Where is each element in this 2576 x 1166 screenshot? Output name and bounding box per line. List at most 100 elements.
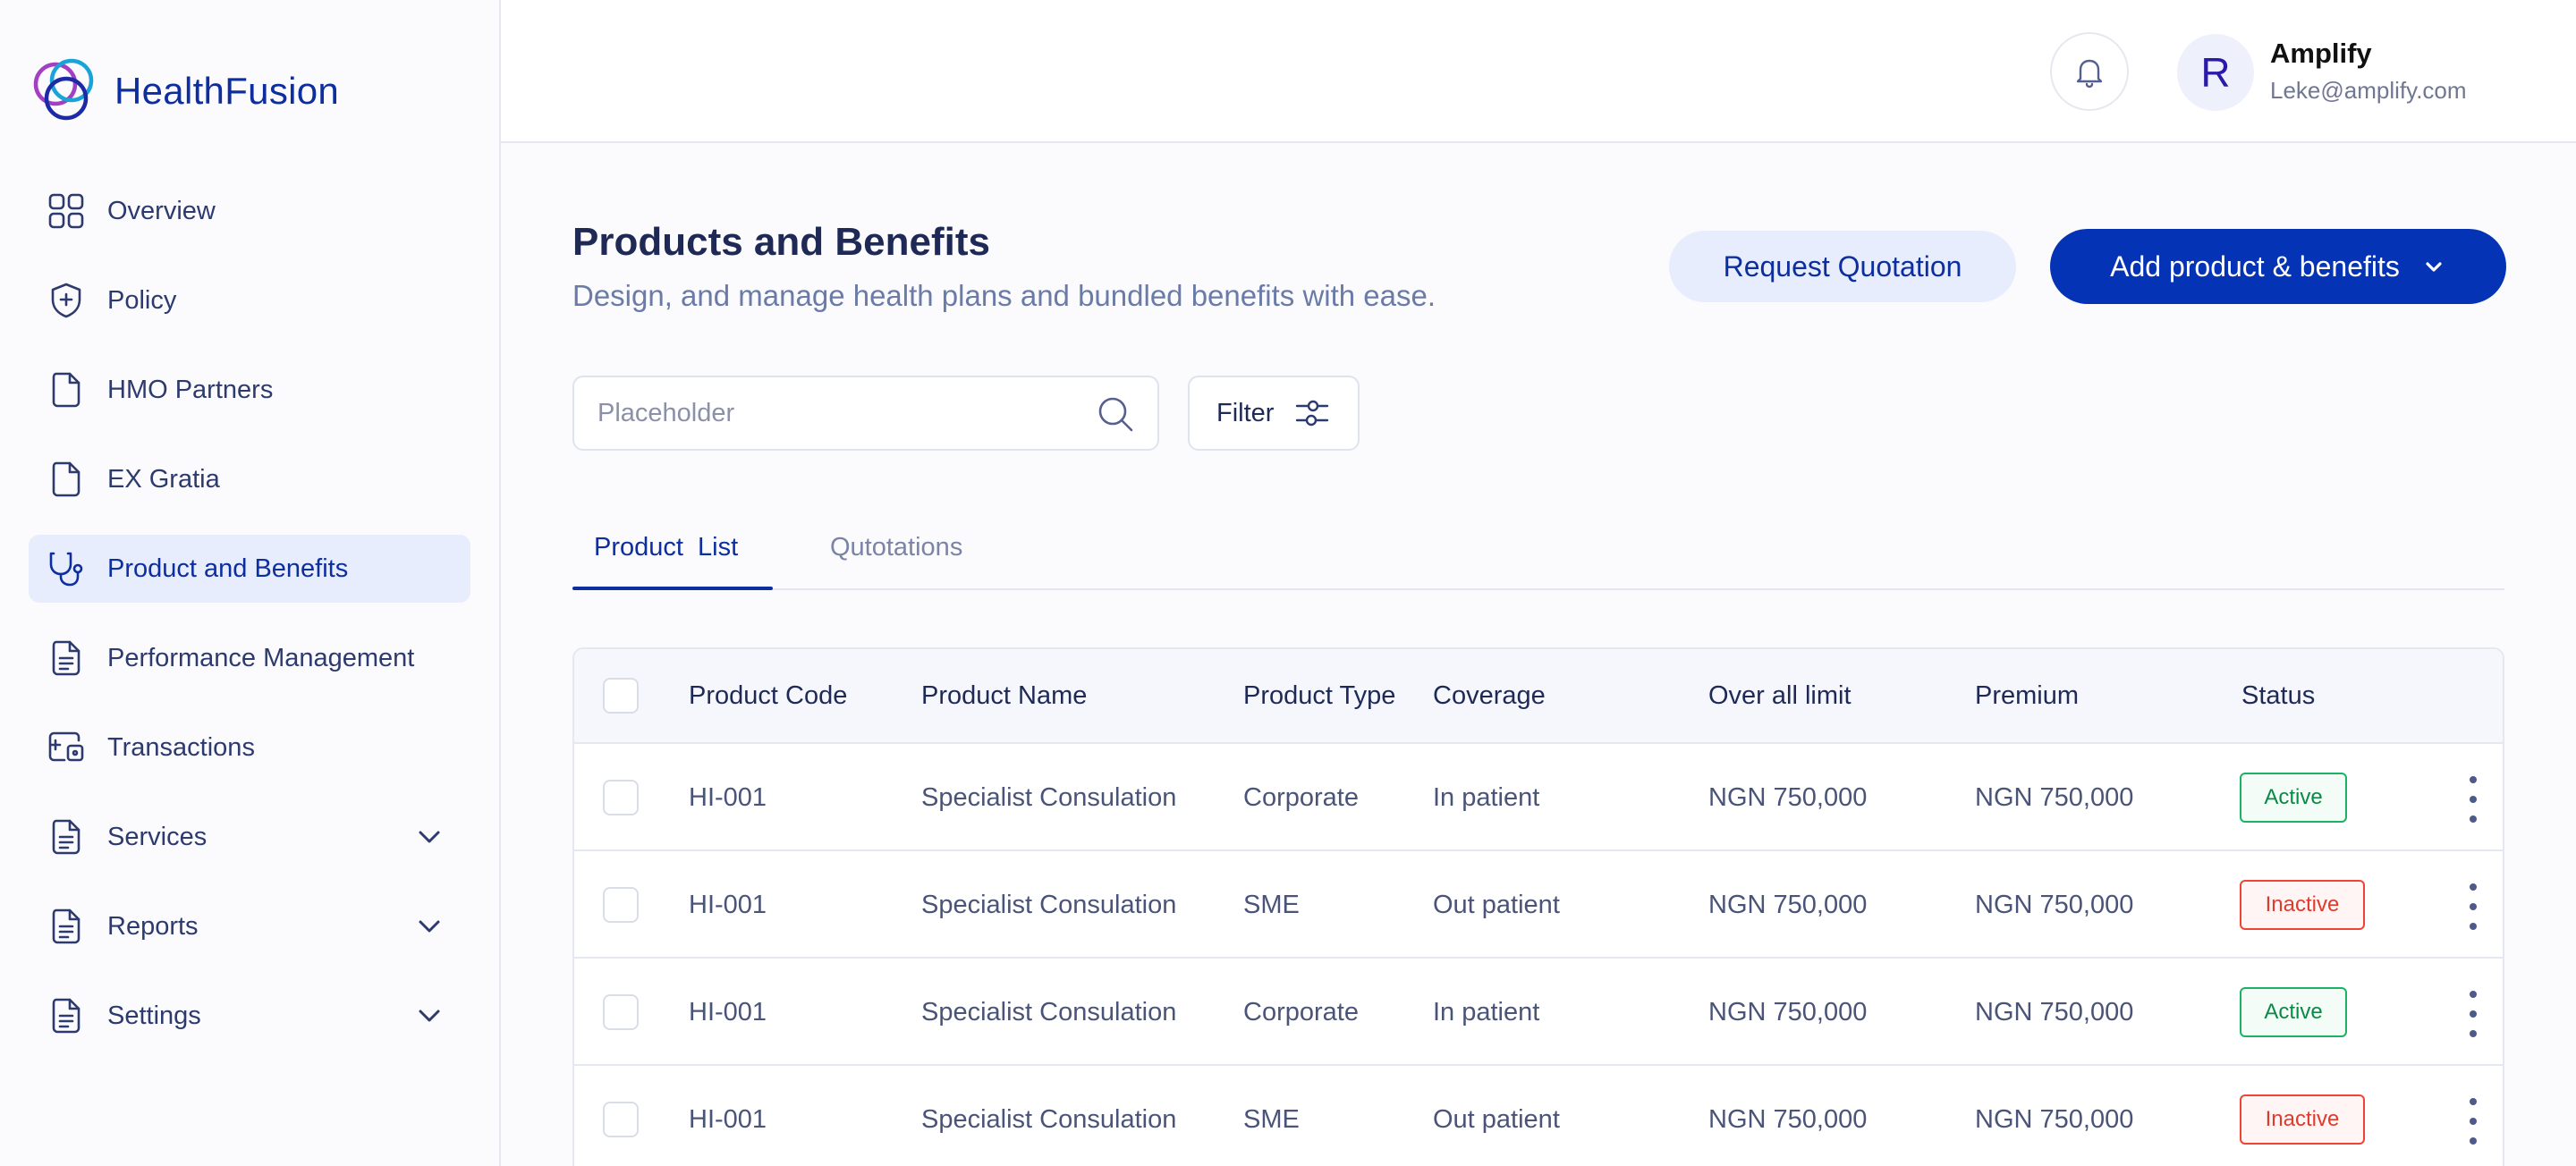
sidebar-item-hmo-partners[interactable]: HMO Partners: [29, 356, 470, 424]
column-header-product-code[interactable]: Product Code: [689, 681, 848, 710]
coverage-cell: Out patient: [1433, 891, 1560, 919]
top-bar: R Amplify Leke@amplify.com: [501, 0, 2576, 143]
sidebar-item-label: Services: [107, 822, 208, 851]
product-name-cell: Specialist Consulation: [921, 1105, 1177, 1134]
status-badge: Inactive: [2240, 1094, 2365, 1145]
table-row[interactable]: HI-001 Specialist Consulation Corporate …: [574, 959, 2503, 1066]
brand-name: HealthFusion: [114, 70, 340, 112]
sidebar-item-ex-gratia[interactable]: EX Gratia: [29, 445, 470, 513]
row-actions-menu-icon[interactable]: [2460, 882, 2487, 932]
product-type-cell: Corporate: [1243, 998, 1359, 1027]
notification-button[interactable]: [2050, 32, 2129, 111]
brand-logo[interactable]: HealthFusion: [29, 55, 339, 127]
user-email: Leke@amplify.com: [2270, 77, 2467, 104]
sidebar-item-label: Settings: [107, 1001, 201, 1030]
product-code-cell: HI-001: [689, 783, 767, 812]
bell-icon: [2076, 59, 2103, 89]
search-box: [572, 376, 1159, 451]
wallet-icon: [47, 728, 86, 767]
sidebar-nav: Overview Policy HMO Partners EX Gratia P: [29, 177, 470, 1071]
add-product-label: Add product & benefits: [2110, 249, 2400, 283]
sidebar: HealthFusion Overview Policy HMO Partner…: [0, 0, 501, 1166]
sidebar-item-label: HMO Partners: [107, 375, 274, 404]
tab-quotations[interactable]: Qutotations: [830, 533, 963, 562]
chevron-down-icon[interactable]: [415, 1001, 444, 1030]
row-actions-menu-icon[interactable]: [2460, 774, 2487, 824]
page-subtitle: Design, and manage health plans and bund…: [572, 279, 1436, 312]
search-icon[interactable]: [1095, 393, 1136, 435]
sidebar-item-reports[interactable]: Reports: [29, 892, 470, 960]
sidebar-item-performance-management[interactable]: Performance Management: [29, 624, 470, 692]
filter-label: Filter: [1216, 398, 1275, 427]
sliders-icon: [1296, 400, 1329, 427]
stethoscope-icon: [47, 549, 86, 588]
column-header-product-name[interactable]: Product Name: [921, 681, 1088, 710]
coverage-cell: In patient: [1433, 998, 1540, 1027]
column-header-status[interactable]: Status: [2241, 681, 2316, 710]
table-row[interactable]: HI-001 Specialist Consulation Corporate …: [574, 744, 2503, 851]
row-checkbox[interactable]: [603, 780, 639, 815]
column-header-overall-limit[interactable]: Over all limit: [1708, 681, 1852, 710]
overall-limit-cell: NGN 750,000: [1708, 1105, 1868, 1134]
chevron-down-icon[interactable]: [415, 823, 444, 851]
row-actions-menu-icon[interactable]: [2460, 989, 2487, 1039]
overall-limit-cell: NGN 750,000: [1708, 891, 1868, 919]
sidebar-item-label: Policy: [107, 285, 177, 315]
column-header-premium[interactable]: Premium: [1975, 681, 2080, 710]
sidebar-item-product-and-benefits[interactable]: Product and Benefits: [29, 535, 470, 603]
file-icon: [47, 370, 86, 410]
coverage-cell: Out patient: [1433, 1105, 1560, 1134]
row-actions-menu-icon[interactable]: [2460, 1096, 2487, 1146]
status-badge: Active: [2240, 773, 2347, 823]
search-input[interactable]: [597, 393, 1063, 433]
premium-cell: NGN 750,000: [1975, 998, 2134, 1027]
file-icon: [47, 460, 86, 499]
coverage-cell: In patient: [1433, 783, 1540, 812]
avatar[interactable]: R: [2177, 34, 2254, 111]
user-name: Amplify: [2270, 38, 2372, 69]
page-title: Products and Benefits: [572, 220, 990, 264]
sidebar-item-label: Performance Management: [107, 643, 415, 672]
shield-plus-icon: [47, 281, 86, 320]
sidebar-item-label: Reports: [107, 911, 199, 941]
row-checkbox[interactable]: [603, 1102, 639, 1137]
product-code-cell: HI-001: [689, 998, 767, 1027]
column-header-coverage[interactable]: Coverage: [1433, 681, 1546, 710]
filter-button[interactable]: Filter: [1188, 376, 1360, 451]
product-code-cell: HI-001: [689, 891, 767, 919]
chevron-down-icon[interactable]: [415, 912, 444, 941]
tab-product-list[interactable]: Product List: [594, 533, 739, 562]
sidebar-item-transactions[interactable]: Transactions: [29, 714, 470, 782]
sidebar-item-policy[interactable]: Policy: [29, 266, 470, 334]
sidebar-item-label: Transactions: [107, 732, 255, 762]
chevron-down-icon: [2426, 262, 2442, 272]
table-row[interactable]: HI-001 Specialist Consulation SME Out pa…: [574, 851, 2503, 959]
table-row[interactable]: HI-001 Specialist Consulation SME Out pa…: [574, 1066, 2503, 1166]
add-product-button[interactable]: Add product & benefits: [2050, 229, 2506, 304]
row-checkbox[interactable]: [603, 994, 639, 1030]
sidebar-item-settings[interactable]: Settings: [29, 982, 470, 1050]
product-type-cell: Corporate: [1243, 783, 1359, 812]
premium-cell: NGN 750,000: [1975, 783, 2134, 812]
products-table: Product Code Product Name Product Type C…: [572, 647, 2504, 1166]
sidebar-item-label: EX Gratia: [107, 464, 220, 494]
tab-bar: Product List Qutotations: [572, 522, 2504, 590]
product-type-cell: SME: [1243, 1105, 1300, 1134]
row-checkbox[interactable]: [603, 887, 639, 923]
status-badge: Active: [2240, 987, 2347, 1037]
premium-cell: NGN 750,000: [1975, 1105, 2134, 1134]
sidebar-item-label: Product and Benefits: [107, 553, 349, 583]
sidebar-item-overview[interactable]: Overview: [29, 177, 470, 245]
product-name-cell: Specialist Consulation: [921, 998, 1177, 1027]
column-header-product-type[interactable]: Product Type: [1243, 681, 1396, 710]
product-name-cell: Specialist Consulation: [921, 783, 1177, 812]
product-name-cell: Specialist Consulation: [921, 891, 1177, 919]
request-quotation-button[interactable]: Request Quotation: [1669, 231, 2016, 302]
grid-icon: [47, 191, 86, 231]
healthfusion-logo-icon: [33, 58, 94, 121]
select-all-checkbox[interactable]: [603, 678, 639, 714]
document-icon: [47, 638, 86, 678]
sidebar-item-services[interactable]: Services: [29, 803, 470, 871]
product-type-cell: SME: [1243, 891, 1300, 919]
product-code-cell: HI-001: [689, 1105, 767, 1134]
